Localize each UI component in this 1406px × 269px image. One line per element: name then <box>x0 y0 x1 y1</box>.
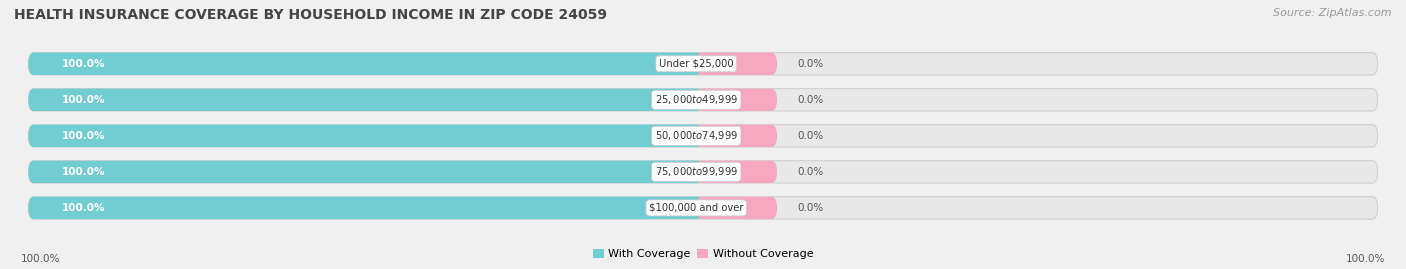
Legend: With Coverage, Without Coverage: With Coverage, Without Coverage <box>588 244 818 263</box>
Text: 0.0%: 0.0% <box>797 203 824 213</box>
FancyBboxPatch shape <box>696 197 778 219</box>
Text: $50,000 to $74,999: $50,000 to $74,999 <box>655 129 738 142</box>
FancyBboxPatch shape <box>696 161 778 183</box>
Text: 100.0%: 100.0% <box>21 254 60 264</box>
Text: HEALTH INSURANCE COVERAGE BY HOUSEHOLD INCOME IN ZIP CODE 24059: HEALTH INSURANCE COVERAGE BY HOUSEHOLD I… <box>14 8 607 22</box>
Text: 100.0%: 100.0% <box>1346 254 1385 264</box>
FancyBboxPatch shape <box>28 161 1378 183</box>
Text: 100.0%: 100.0% <box>62 167 105 177</box>
Text: Under $25,000: Under $25,000 <box>659 59 734 69</box>
Text: 100.0%: 100.0% <box>62 203 105 213</box>
Text: 0.0%: 0.0% <box>797 59 824 69</box>
FancyBboxPatch shape <box>696 89 778 111</box>
Text: 0.0%: 0.0% <box>797 131 824 141</box>
FancyBboxPatch shape <box>28 53 1378 75</box>
Text: $75,000 to $99,999: $75,000 to $99,999 <box>655 165 738 178</box>
FancyBboxPatch shape <box>28 197 1378 219</box>
FancyBboxPatch shape <box>28 125 1378 147</box>
Text: 0.0%: 0.0% <box>797 167 824 177</box>
FancyBboxPatch shape <box>28 89 1378 111</box>
FancyBboxPatch shape <box>696 53 778 75</box>
FancyBboxPatch shape <box>28 125 703 147</box>
Text: Source: ZipAtlas.com: Source: ZipAtlas.com <box>1274 8 1392 18</box>
FancyBboxPatch shape <box>28 89 703 111</box>
Text: 100.0%: 100.0% <box>62 131 105 141</box>
FancyBboxPatch shape <box>28 53 703 75</box>
Text: 100.0%: 100.0% <box>62 59 105 69</box>
Text: $25,000 to $49,999: $25,000 to $49,999 <box>655 93 738 106</box>
FancyBboxPatch shape <box>28 161 703 183</box>
FancyBboxPatch shape <box>696 125 778 147</box>
Text: $100,000 and over: $100,000 and over <box>650 203 744 213</box>
FancyBboxPatch shape <box>28 197 703 219</box>
Text: 100.0%: 100.0% <box>62 95 105 105</box>
Text: 0.0%: 0.0% <box>797 95 824 105</box>
